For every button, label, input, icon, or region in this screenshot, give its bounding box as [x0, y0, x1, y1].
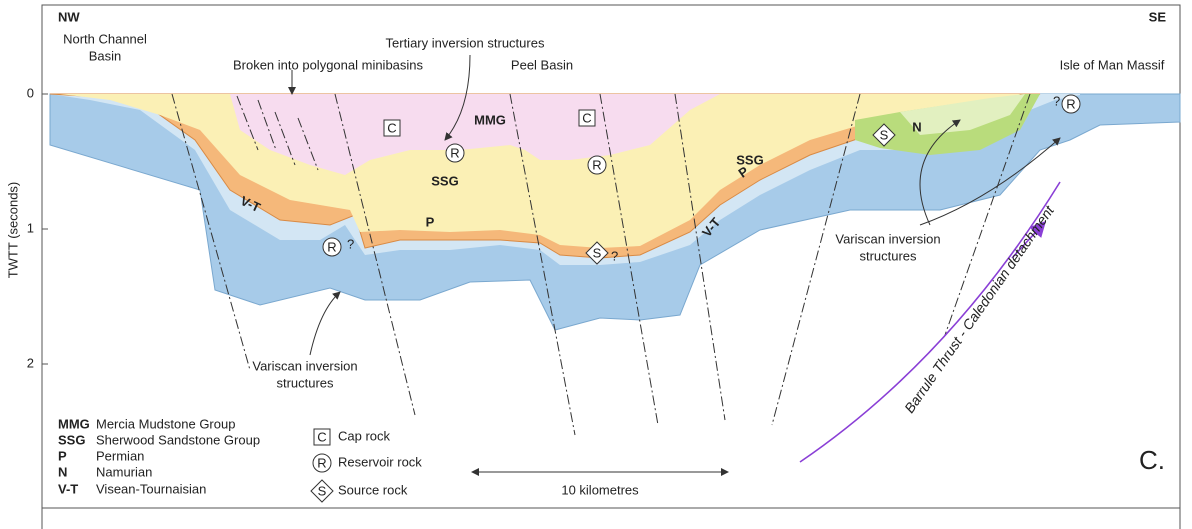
- symbol-label: S: [880, 127, 889, 142]
- symbol-label: C: [582, 110, 591, 125]
- symbol-label: R: [317, 455, 326, 470]
- place: Basin: [89, 48, 122, 63]
- place: Tertiary inversion structures: [386, 35, 545, 50]
- unit-label: N: [912, 119, 921, 134]
- annotation: Variscan inversion: [835, 231, 940, 246]
- source-symbol: [872, 123, 896, 147]
- legend-name: Cap rock: [338, 428, 391, 443]
- symbol-label: C: [387, 120, 396, 135]
- legend-abbr: SSG: [58, 432, 85, 447]
- symbol-label: R: [592, 157, 601, 172]
- symbol-label: S: [593, 245, 602, 260]
- source-symbol: [585, 241, 609, 265]
- direction: SE: [1149, 9, 1167, 24]
- question-mark: ?: [347, 236, 354, 251]
- unit-label: SSG: [431, 173, 458, 188]
- place: Broken into polygonal minibasins: [233, 57, 424, 72]
- symbol-label: R: [1066, 96, 1075, 111]
- layer-mmg: [230, 94, 720, 175]
- thrust-arrow: [1011, 220, 1047, 259]
- reservoir-symbol: [312, 453, 332, 473]
- reservoir-symbol: [445, 143, 465, 163]
- place: Peel Basin: [511, 57, 573, 72]
- unit-label: SSG: [736, 152, 763, 167]
- leader: [919, 137, 1061, 226]
- place: Isle of Man Massif: [1060, 57, 1165, 72]
- reservoir-symbol: [1061, 94, 1081, 114]
- symbol-label: R: [450, 145, 459, 160]
- tick-label: 0: [27, 85, 34, 100]
- legend-abbr: MMG: [58, 416, 90, 431]
- scale-label: 10 kilometres: [561, 482, 639, 497]
- layer-namurian-upper: [900, 94, 1025, 135]
- tick-label: 1: [27, 220, 34, 235]
- annotation: structures: [276, 375, 334, 390]
- legend-name: Namurian: [96, 464, 152, 479]
- direction: NW: [58, 9, 80, 24]
- cap-symbol: [578, 109, 596, 127]
- unit-label: MMG: [474, 112, 506, 127]
- axis-label: TWTT (seconds): [5, 182, 20, 279]
- symbol-label: C: [317, 429, 326, 444]
- legend-name: Sherwood Sandstone Group: [96, 432, 260, 447]
- legend-abbr: N: [58, 464, 67, 479]
- legend-name: Permian: [96, 448, 144, 463]
- reservoir-symbol: [322, 237, 342, 257]
- source-symbol: [310, 479, 334, 503]
- annotation: structures: [859, 248, 917, 263]
- question-mark: ?: [611, 248, 618, 263]
- legend-abbr: V-T: [58, 481, 78, 496]
- legend-name: Visean-Tournaisian: [96, 481, 206, 496]
- legend-name: Reservoir rock: [338, 454, 422, 469]
- leader: [919, 119, 961, 226]
- tick-label: 2: [27, 355, 34, 370]
- symbol-label: R: [327, 239, 336, 254]
- legend-name: Source rock: [338, 482, 408, 497]
- leader: [309, 291, 341, 356]
- annotation: Variscan inversion: [252, 358, 357, 373]
- cap-symbol: [313, 428, 331, 446]
- legend: MMG Mercia Mudstone Group SSG Sherwood S…: [58, 416, 422, 503]
- leader: [444, 54, 471, 141]
- place: North Channel: [63, 31, 147, 46]
- unit-label: P: [426, 214, 435, 229]
- legend-abbr: P: [58, 448, 67, 463]
- cap-symbol: [383, 119, 401, 137]
- frame: [41, 4, 1181, 509]
- panel-label: C.: [1139, 445, 1165, 475]
- faults: [171, 93, 1031, 436]
- legend-name: Mercia Mudstone Group: [96, 416, 235, 431]
- reservoir-symbol: [587, 155, 607, 175]
- symbol-label: S: [318, 483, 327, 498]
- question-mark: ?: [1053, 93, 1060, 108]
